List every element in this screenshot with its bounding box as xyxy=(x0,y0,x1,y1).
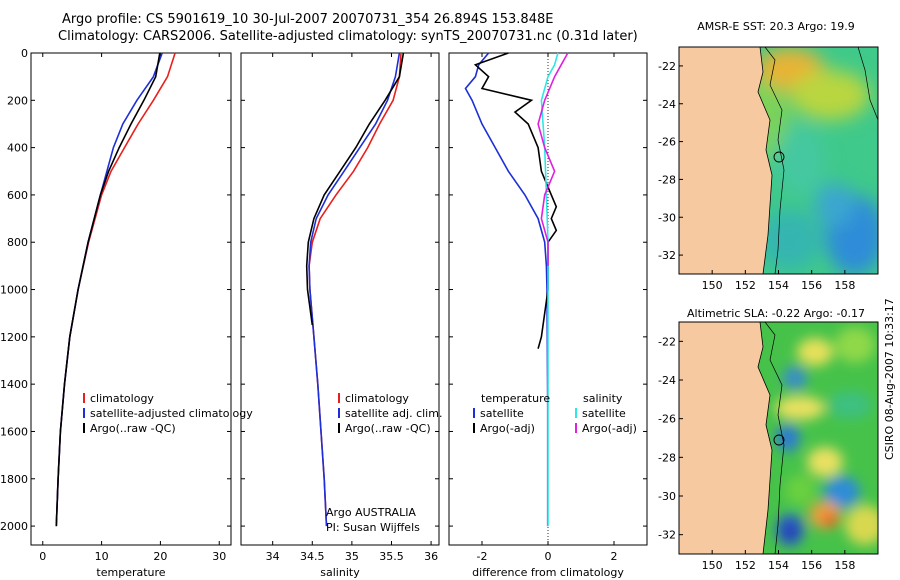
depth-tick-label: 1000 xyxy=(0,284,28,297)
difference-legend-header-salinity: salinity xyxy=(583,392,623,405)
temperature-panel-xtick-label: 30 xyxy=(212,550,226,563)
sla-map-argo-marker xyxy=(773,434,785,446)
depth-tick-label: 0 xyxy=(21,47,28,60)
sla-map-xtick-label: 156 xyxy=(801,559,822,572)
sst-map-xtick-label: 154 xyxy=(768,279,789,292)
temperature-legend-label: Argo(..raw -QC) xyxy=(90,422,176,435)
side-stamp: CSIRO 08-Aug-2007 10:33:17 xyxy=(883,298,896,460)
difference-panel-series-blue xyxy=(464,52,549,527)
depth-tick-label: 1600 xyxy=(0,425,28,438)
sst-map xyxy=(678,46,879,275)
salinity-legend-label: satellite adj. clim. xyxy=(345,407,442,420)
temperature-legend-label: climatology xyxy=(90,392,154,405)
difference-salinity-legend-label: Argo(-adj) xyxy=(582,422,637,435)
depth-tick-label: 1200 xyxy=(0,331,28,344)
figure-title-line2: Climatology: CARS2006. Satellite-adjuste… xyxy=(58,29,638,44)
sla-map-land xyxy=(679,322,773,554)
sst-map-ytick-label: -22 xyxy=(658,60,676,73)
salinity-panel-xtick-label: 34.5 xyxy=(300,550,325,563)
sla-map-ytick-label: -24 xyxy=(658,374,676,387)
sla-map-xtick-label: 150 xyxy=(702,559,723,572)
salinity-panel-xtick-label: 35 xyxy=(345,550,359,563)
sst-map-ytick-label: -30 xyxy=(658,211,676,224)
sst-map-ytick-label: -26 xyxy=(658,136,676,149)
sla-map-ytick-label: -30 xyxy=(658,490,676,503)
difference-salinity-legend-label: satellite xyxy=(582,407,626,420)
temperature-panel-xlabel: temperature xyxy=(96,566,165,579)
depth-tick-label: 2000 xyxy=(0,520,28,533)
sst-map-xtick-label: 158 xyxy=(834,279,855,292)
sst-map-xtick-label: 156 xyxy=(801,279,822,292)
depth-tick-label: 600 xyxy=(7,189,28,202)
salinity-panel-xlabel: salinity xyxy=(320,566,360,579)
depth-tick-label: 1800 xyxy=(0,473,28,486)
sla-map-xtick-label: 152 xyxy=(735,559,756,572)
salinity-annotation-line2: PI: Susan Wijffels xyxy=(326,521,420,534)
sst-map-title: AMSR-E SST: 20.3 Argo: 19.9 xyxy=(697,20,855,33)
sst-map-argo-marker xyxy=(773,151,785,163)
depth-tick-label: 400 xyxy=(7,142,28,155)
sla-map xyxy=(678,321,879,555)
sla-map-ytick-label: -32 xyxy=(658,529,676,542)
difference-panel-xtick-label: 0 xyxy=(545,550,552,563)
salinity-panel-series-blue xyxy=(308,52,401,527)
sla-map-title: Altimetric SLA: -0.22 Argo: -0.17 xyxy=(687,307,865,320)
sla-map-xtick-label: 154 xyxy=(768,559,789,572)
sla-map-ytick-label: -22 xyxy=(658,335,676,348)
temperature-panel-xtick-label: 10 xyxy=(95,550,109,563)
difference-panel-xlabel: difference from climatology xyxy=(472,566,624,579)
sst-map-land xyxy=(679,47,773,274)
salinity-annotation-line1: Argo AUSTRALIA xyxy=(326,506,416,519)
temperature-panel-series-black xyxy=(55,52,161,527)
depth-tick-label: 1400 xyxy=(0,378,28,391)
figure-title-line1: Argo profile: CS 5901619_10 30-Jul-2007 … xyxy=(62,12,554,27)
sla-map-ytick-label: -28 xyxy=(658,451,676,464)
sla-map-xtick-label: 158 xyxy=(834,559,855,572)
difference-panel-series-cyan xyxy=(540,52,559,527)
sst-map-xtick-label: 150 xyxy=(702,279,723,292)
sst-map-ytick-label: -32 xyxy=(658,249,676,262)
salinity-panel-xtick-label: 35.5 xyxy=(379,550,404,563)
difference-temperature-legend-label: satellite xyxy=(480,407,524,420)
difference-temperature-legend-label: Argo(-adj) xyxy=(480,422,535,435)
sst-map-ytick-label: -24 xyxy=(658,98,676,111)
salinity-panel-series-black xyxy=(305,52,405,326)
salinity-panel-frame xyxy=(240,52,440,546)
difference-panel-xtick-label: -2 xyxy=(477,550,488,563)
temperature-panel-frame xyxy=(30,52,232,546)
salinity-legend-label: climatology xyxy=(345,392,409,405)
salinity-panel-xtick-label: 36 xyxy=(424,550,438,563)
temperature-legend-label: satellite-adjusted climatology xyxy=(90,407,253,420)
depth-tick-label: 200 xyxy=(7,94,28,107)
difference-legend-header-temperature: temperature xyxy=(481,392,550,405)
temperature-panel-xtick-label: 0 xyxy=(39,550,46,563)
salinity-legend-label: Argo(..raw -QC) xyxy=(345,422,431,435)
difference-panel-xtick-label: 2 xyxy=(611,550,618,563)
difference-panel-series-magenta xyxy=(537,52,569,266)
salinity-panel-xtick-label: 34 xyxy=(266,550,280,563)
sla-map-ytick-label: -26 xyxy=(658,413,676,426)
temperature-panel-xtick-label: 20 xyxy=(153,550,167,563)
sst-map-ytick-label: -28 xyxy=(658,173,676,186)
sst-map-xtick-label: 152 xyxy=(735,279,756,292)
depth-tick-label: 800 xyxy=(7,236,28,249)
